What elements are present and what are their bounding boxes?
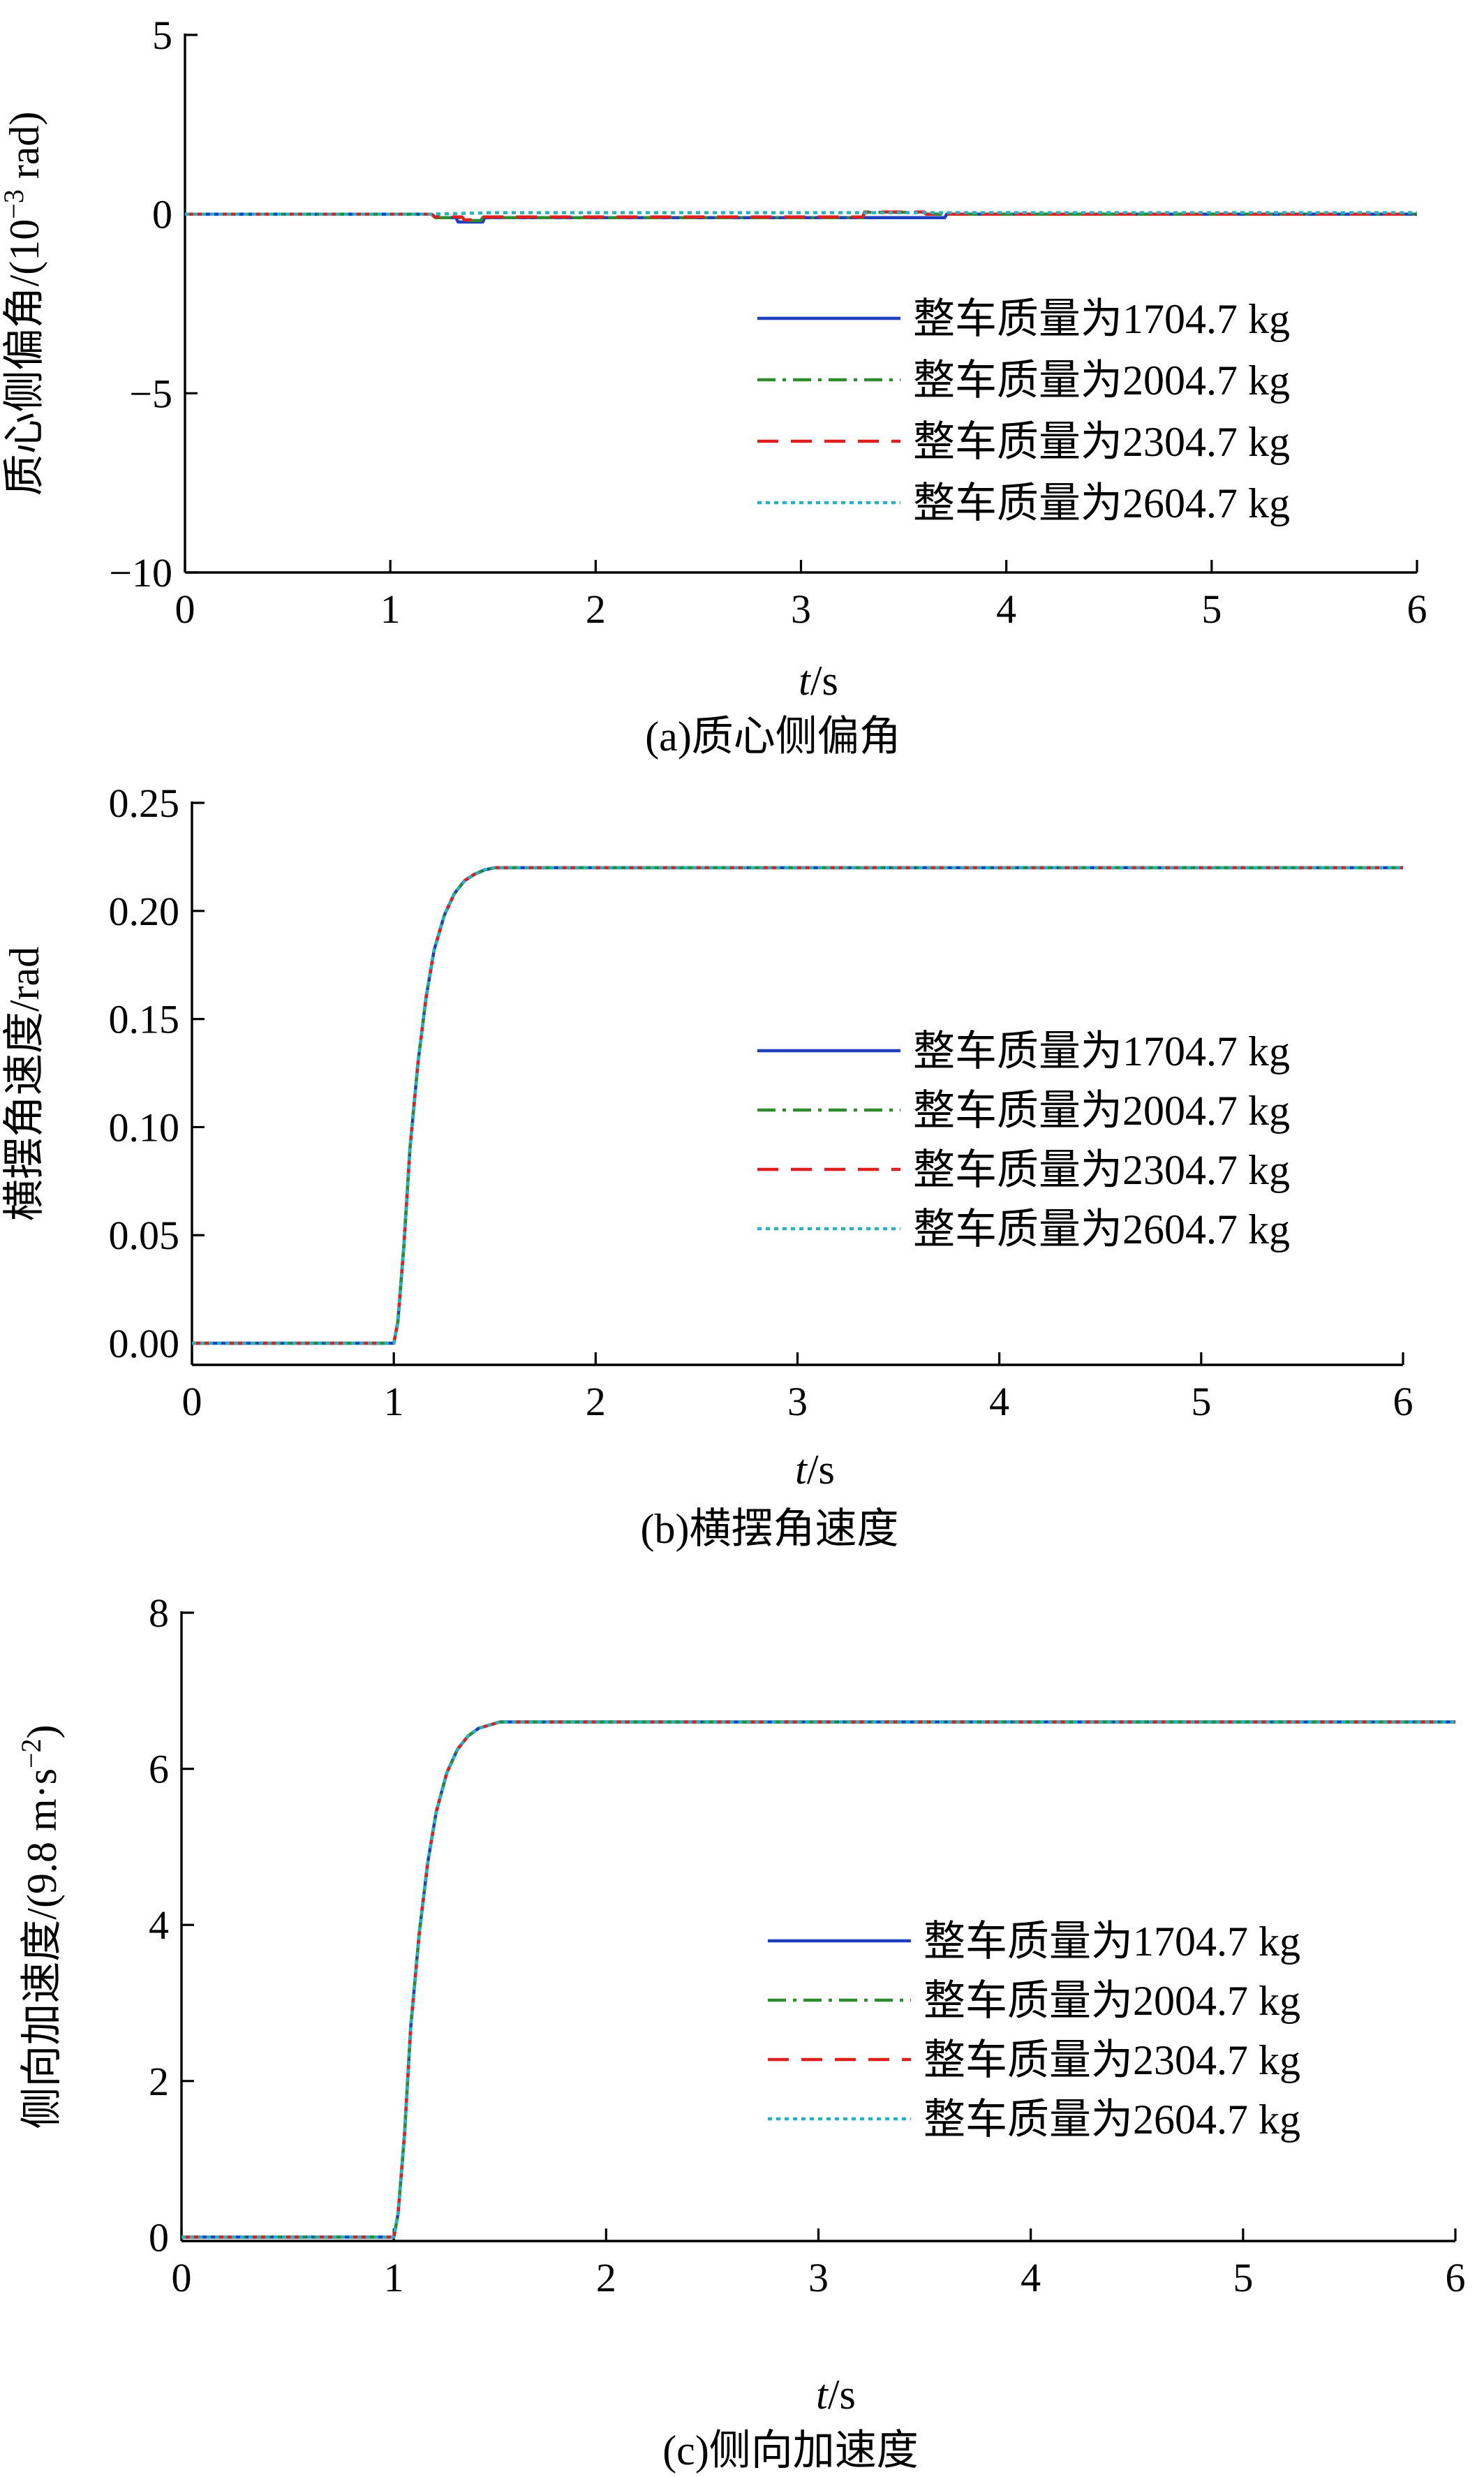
y-tick-label: 0.15 (109, 997, 180, 1042)
chart-2: 0 1 2 3 4 5 6 8 6 4 2 0 t/s 侧向加速度/(9.8 m·s−2) 整车质量为170… (15, 1590, 1466, 2474)
x-tick-label: 5 (1191, 1379, 1211, 1424)
chart-0: 0 1 2 3 4 5 6 5 0 −5 −10 t/s 质心侧偏角/(10−3 rad) 整车质量为17… (0, 13, 1427, 760)
x-tick-label: 0 (172, 2255, 192, 2300)
x-tick-label: 6 (1446, 2255, 1466, 2300)
x-tick-label: 2 (586, 586, 606, 632)
y-axis-label: 侧向加速度/(9.8 m·s−2) (15, 1724, 65, 2129)
y-tick-label: 0.05 (109, 1213, 180, 1258)
chart-caption: (b)横摆角速度 (641, 1506, 899, 1552)
series-line-2 (192, 866, 1403, 1345)
x-tick-label: 0 (175, 586, 195, 632)
legend-label-2: 整车质量为2304.7 kg (923, 2037, 1300, 2083)
y-tick-label: 0.00 (109, 1321, 180, 1366)
x-tick-label: 6 (1407, 586, 1427, 632)
y-axis-label: 质心侧偏角/(10−3 rad) (0, 112, 47, 496)
x-tick-label: 1 (384, 2255, 404, 2300)
legend-label-1: 整车质量为2004.7 kg (913, 1088, 1290, 1134)
x-tick-label: 0 (182, 1379, 202, 1424)
y-tick-label: −10 (109, 550, 172, 596)
x-tick-label: 4 (989, 1379, 1009, 1424)
series-line-3 (192, 866, 1403, 1345)
legend-label-1: 整车质量为2004.7 kg (923, 1978, 1300, 2024)
x-tick-label: 3 (808, 2255, 829, 2300)
x-tick-label: 5 (1201, 586, 1222, 632)
y-tick-label: 4 (149, 1902, 169, 1948)
x-axis-label: t/s (799, 658, 838, 704)
x-axis-label: t/s (816, 2372, 856, 2418)
legend-label-0: 整车质量为1704.7 kg (913, 296, 1290, 342)
legend-label-0: 整车质量为1704.7 kg (913, 1028, 1290, 1074)
y-tick-label: −5 (129, 371, 172, 416)
y-tick-label: 0.20 (109, 889, 180, 934)
x-tick-label: 6 (1393, 1379, 1413, 1424)
x-tick-label: 1 (380, 586, 401, 632)
y-tick-label: 0.10 (109, 1104, 180, 1150)
series-line-3 (185, 211, 1417, 216)
chart-1: 0 1 2 3 4 5 6 0.25 0.20 0.15 0.10 0.05 0.00 t/s 横摆角速度/… (1, 781, 1413, 1552)
x-tick-label: 3 (791, 586, 811, 632)
y-tick-label: 5 (152, 13, 172, 58)
y-tick-label: 2 (149, 2059, 169, 2104)
legend-label-3: 整车质量为2604.7 kg (913, 1206, 1290, 1252)
x-axis-label: t/s (795, 1447, 835, 1493)
legend-label-3: 整车质量为2604.7 kg (923, 2097, 1300, 2143)
y-tick-label: 6 (149, 1747, 169, 1792)
legend-label-2: 整车质量为2304.7 kg (913, 1147, 1290, 1193)
x-tick-label: 5 (1233, 2255, 1253, 2300)
x-tick-label: 2 (596, 2255, 616, 2300)
x-tick-label: 1 (384, 1379, 404, 1424)
x-tick-label: 4 (996, 586, 1016, 632)
y-axis-label: 横摆角速度/rad (1, 947, 47, 1221)
chart-caption: (a)质心侧偏角 (645, 713, 901, 760)
y-tick-label: 0 (149, 2214, 169, 2260)
y-tick-label: 0.25 (109, 781, 180, 826)
legend-label-0: 整车质量为1704.7 kg (923, 1918, 1300, 1965)
y-tick-label: 0 (152, 192, 172, 237)
y-tick-label: 8 (149, 1590, 169, 1636)
x-tick-label: 4 (1021, 2255, 1041, 2300)
chart-caption: (c)侧向加速度 (662, 2427, 919, 2474)
legend-label-3: 整车质量为2604.7 kg (913, 480, 1290, 526)
legend-label-1: 整车质量为2004.7 kg (913, 357, 1290, 404)
x-tick-label: 3 (787, 1379, 808, 1424)
x-tick-label: 2 (586, 1379, 606, 1424)
series-line-3 (181, 1720, 1455, 2239)
legend-label-2: 整车质量为2304.7 kg (913, 419, 1290, 465)
